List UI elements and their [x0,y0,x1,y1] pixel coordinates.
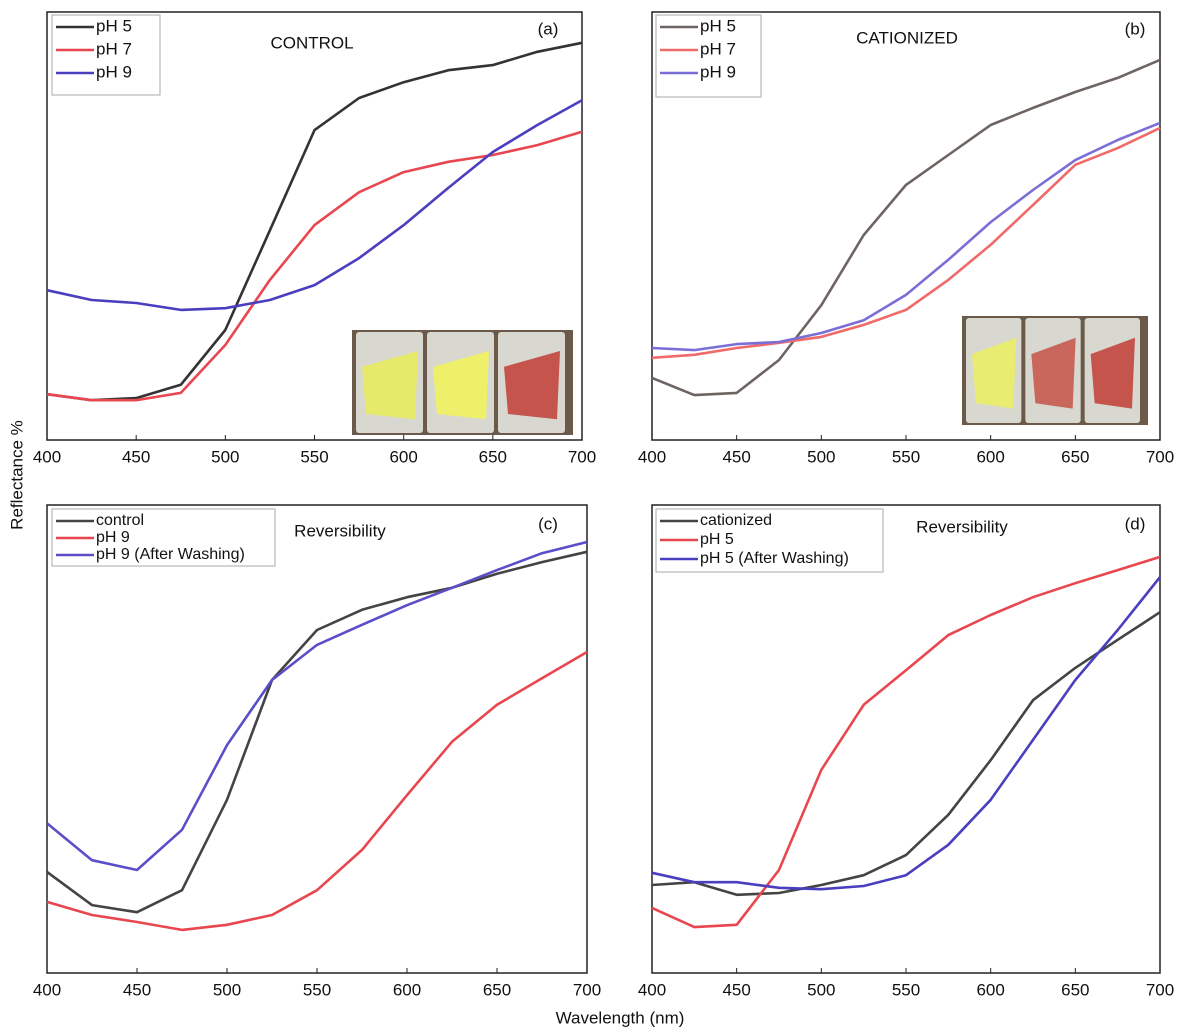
legend-label: pH 9 (After Washing) [96,546,245,563]
photo-fabric [972,337,1017,409]
x-tick-label: 400 [33,447,61,466]
panel-tag: (d) [1125,514,1146,533]
data-line [46,540,588,872]
x-tick-label: 500 [807,980,835,999]
legend-box [51,14,161,96]
x-tick-label: 600 [389,447,417,466]
x-tick-label: 650 [483,980,511,999]
x-tick-label: 450 [122,447,150,466]
panel-title: CONTROL [270,33,353,52]
x-tick-label: 550 [892,980,920,999]
inset-photo [352,330,573,435]
legend-label: control [96,512,144,529]
x-tick-label: 650 [479,447,507,466]
legend-label: pH 9 [96,62,132,81]
legend-label: pH 5 (After Washing) [700,550,849,567]
x-tick-label: 400 [638,447,666,466]
legend-label: pH 7 [96,39,132,58]
x-tick-label: 450 [722,447,750,466]
legend: pH 5 pH 7 pH 9 [51,14,161,96]
x-tick-label: 700 [1146,980,1174,999]
x-tick-label: 600 [976,447,1004,466]
panel-tag: (a) [538,19,559,38]
x-tick-label: 650 [1061,980,1089,999]
x-tick-label: 650 [1061,447,1089,466]
legend-label: pH 9 [700,62,736,81]
panel-tag: (b) [1125,19,1146,38]
legend-label: cationized [700,512,772,529]
panel-title: Reversibility [916,517,1008,536]
data-line [46,550,588,914]
data-line [651,576,1162,891]
x-tick-label: 400 [33,980,61,999]
data-line [651,555,1161,929]
data-line [651,126,1161,360]
data-line [46,41,583,402]
data-line [651,58,1161,397]
data-line [651,611,1161,897]
x-tick-label: 500 [211,447,239,466]
x-tick-label: 550 [300,447,328,466]
inset-photo [962,316,1148,425]
y-axis-label: Reflectance % [7,420,26,530]
x-tick-label: 700 [573,980,601,999]
data-line [46,650,588,932]
legend-label: pH 9 [96,529,130,546]
x-tick-label: 700 [568,447,596,466]
x-tick-label: 500 [213,980,241,999]
x-axis-label: Wavelength (nm) [556,1008,685,1027]
legend-label: pH 5 [96,16,132,35]
photo-fabric [433,351,489,420]
photo-fabric [1031,337,1076,409]
x-tick-label: 500 [807,447,835,466]
x-tick-label: 700 [1146,447,1174,466]
x-tick-label: 600 [393,980,421,999]
x-tick-label: 450 [722,980,750,999]
x-tick-label: 550 [892,447,920,466]
x-tick-label: 600 [976,980,1004,999]
legend: cationized pH 5 pH 5 (After Washing) [655,508,884,573]
photo-fabric [362,351,418,420]
x-tick-label: 400 [638,980,666,999]
legend-box [655,14,762,98]
data-line [651,121,1161,352]
plot-frame [46,504,588,974]
x-tick-label: 550 [303,980,331,999]
panel-title: CATIONIZED [856,28,958,47]
data-line [46,130,583,402]
data-line [46,99,583,312]
panel-title: Reversibility [294,521,386,540]
photo-fabric [504,351,560,420]
x-tick-label: 450 [123,980,151,999]
photo-fabric [1090,337,1135,409]
legend: pH 5 pH 7 pH 9 [655,14,762,98]
legend-label: pH 7 [700,39,736,58]
panel-tag: (c) [538,514,558,533]
legend-label: pH 5 [700,531,734,548]
plot-frame [651,504,1161,974]
legend-label: pH 5 [700,16,736,35]
